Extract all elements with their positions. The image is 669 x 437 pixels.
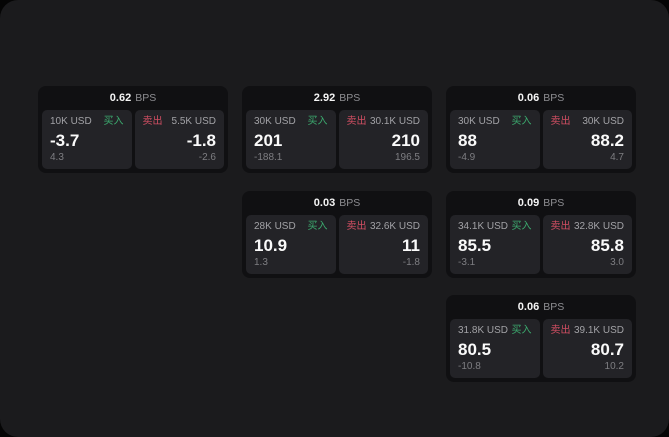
bps-unit-label: BPS	[339, 92, 361, 104]
buy-panel[interactable]: 30K USD 买入 201 -188.1	[246, 110, 336, 169]
buy-delta: -4.9	[458, 152, 476, 163]
sell-tag: 卖出	[346, 221, 367, 232]
buy-price: 80.5	[458, 339, 492, 359]
buy-tag: 买入	[307, 116, 328, 127]
sell-amount: 30.1K USD	[369, 116, 420, 127]
spread-header: 0.03 BPS	[246, 191, 428, 215]
sell-tag: 卖出	[550, 221, 571, 232]
spread-header: 0.09 BPS	[450, 191, 632, 215]
sell-price: 85.8	[590, 235, 624, 255]
spread-value: 2.92	[313, 92, 336, 104]
sell-amount: 32.8K USD	[573, 221, 624, 232]
buy-price: -3.7	[50, 130, 80, 150]
spread-value: 0.62	[109, 92, 132, 104]
buy-panel[interactable]: 30K USD 买入 88 -4.9	[450, 110, 540, 169]
quote-body: 31.8K USD 买入 80.5 -10.8 卖出 39.1K USD 80.…	[450, 319, 632, 378]
quote-body: 30K USD 买入 88 -4.9 卖出 30K USD 88.2 4.7	[450, 110, 632, 169]
sell-panel[interactable]: 卖出 39.1K USD 80.7 10.2	[542, 319, 632, 378]
sell-delta: 196.5	[394, 152, 420, 163]
spread-header: 0.62 BPS	[42, 86, 224, 110]
sell-panel[interactable]: 卖出 32.8K USD 85.8 3.0	[542, 215, 632, 274]
sell-panel[interactable]: 卖出 30K USD 88.2 4.7	[542, 110, 632, 169]
quote-card: 0.06 BPS 30K USD 买入 88 -4.9 卖出 30K USD 8…	[446, 86, 636, 173]
sell-tag: 卖出	[346, 116, 367, 127]
sell-amount: 39.1K USD	[573, 325, 624, 336]
buy-price: 85.5	[458, 235, 492, 255]
buy-delta: -3.1	[458, 257, 476, 268]
sell-amount: 5.5K USD	[171, 116, 216, 127]
buy-panel[interactable]: 34.1K USD 买入 85.5 -3.1	[450, 215, 540, 274]
sell-panel[interactable]: 卖出 30.1K USD 210 196.5	[338, 110, 428, 169]
spread-header: 0.06 BPS	[450, 86, 632, 110]
quote-card: 2.92 BPS 30K USD 买入 201 -188.1 卖出 30.1K …	[242, 86, 432, 173]
sell-price: 80.7	[590, 339, 624, 359]
sell-panel[interactable]: 卖出 5.5K USD -1.8 -2.6	[134, 110, 224, 169]
quote-card: 0.06 BPS 31.8K USD 买入 80.5 -10.8 卖出 39.1…	[446, 295, 636, 382]
buy-panel[interactable]: 31.8K USD 买入 80.5 -10.8	[450, 319, 540, 378]
spread-value: 0.06	[517, 92, 540, 104]
sell-price: 210	[391, 130, 420, 150]
quote-body: 34.1K USD 买入 85.5 -3.1 卖出 32.8K USD 85.8…	[450, 215, 632, 274]
buy-tag: 买入	[103, 116, 124, 127]
sell-amount: 30K USD	[582, 116, 624, 127]
sell-delta: 4.7	[610, 152, 624, 163]
bps-unit-label: BPS	[543, 92, 565, 104]
sell-tag: 卖出	[142, 116, 163, 127]
sell-tag: 卖出	[550, 325, 571, 336]
spread-value: 0.03	[313, 197, 336, 209]
quote-body: 30K USD 买入 201 -188.1 卖出 30.1K USD 210 1…	[246, 110, 428, 169]
buy-delta: -10.8	[458, 361, 481, 372]
quote-body: 28K USD 买入 10.9 1.3 卖出 32.6K USD 11 -1.8	[246, 215, 428, 274]
buy-price: 10.9	[254, 235, 288, 255]
bps-unit-label: BPS	[543, 197, 565, 209]
sell-panel[interactable]: 卖出 32.6K USD 11 -1.8	[338, 215, 428, 274]
buy-amount: 30K USD	[458, 116, 500, 127]
buy-panel[interactable]: 10K USD 买入 -3.7 4.3	[42, 110, 132, 169]
sell-delta: -1.8	[402, 257, 420, 268]
bps-unit-label: BPS	[543, 301, 565, 313]
buy-amount: 10K USD	[50, 116, 92, 127]
buy-price: 88	[458, 130, 477, 150]
sell-delta: -2.6	[198, 152, 216, 163]
buy-amount: 28K USD	[254, 221, 296, 232]
buy-delta: 4.3	[50, 152, 64, 163]
quote-body: 10K USD 买入 -3.7 4.3 卖出 5.5K USD -1.8 -2.…	[42, 110, 224, 169]
buy-amount: 34.1K USD	[458, 221, 509, 232]
buy-amount: 30K USD	[254, 116, 296, 127]
buy-delta: -188.1	[254, 152, 283, 163]
buy-amount: 31.8K USD	[458, 325, 509, 336]
sell-price: 88.2	[590, 130, 624, 150]
bps-unit-label: BPS	[339, 197, 361, 209]
buy-tag: 买入	[511, 325, 532, 336]
spread-header: 0.06 BPS	[450, 295, 632, 319]
buy-tag: 买入	[511, 116, 532, 127]
sell-price: 11	[402, 235, 420, 255]
sell-tag: 卖出	[550, 116, 571, 127]
spread-value: 0.06	[517, 301, 540, 313]
quote-card: 0.09 BPS 34.1K USD 买入 85.5 -3.1 卖出 32.8K…	[446, 191, 636, 278]
quote-card: 0.03 BPS 28K USD 买入 10.9 1.3 卖出 32.6K US…	[242, 191, 432, 278]
buy-delta: 1.3	[254, 257, 268, 268]
spread-value: 0.09	[517, 197, 540, 209]
buy-tag: 买入	[511, 221, 532, 232]
buy-price: 201	[254, 130, 283, 150]
bps-unit-label: BPS	[135, 92, 157, 104]
buy-panel[interactable]: 28K USD 买入 10.9 1.3	[246, 215, 336, 274]
sell-delta: 3.0	[610, 257, 624, 268]
spread-header: 2.92 BPS	[246, 86, 428, 110]
sell-delta: 10.2	[604, 361, 624, 372]
sell-price: -1.8	[186, 130, 216, 150]
buy-tag: 买入	[307, 221, 328, 232]
sell-amount: 32.6K USD	[369, 221, 420, 232]
quote-card: 0.62 BPS 10K USD 买入 -3.7 4.3 卖出 5.5K USD…	[38, 86, 228, 173]
